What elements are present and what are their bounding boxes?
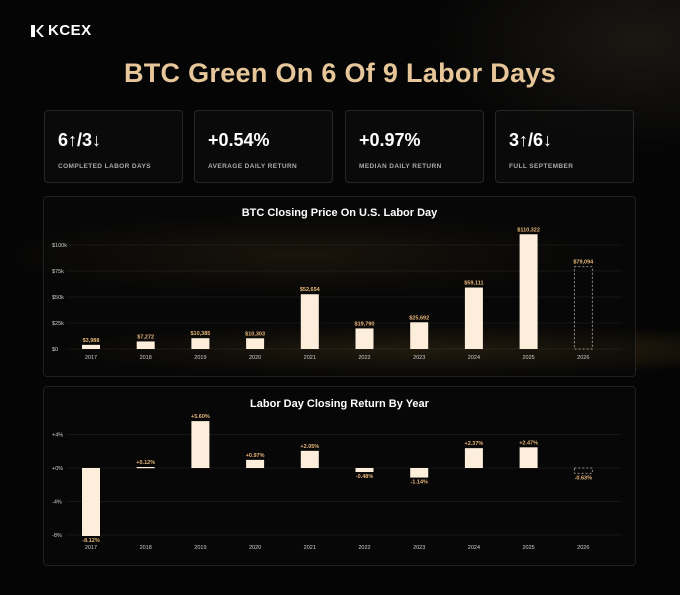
data-label: $10,385 xyxy=(190,331,210,337)
x-tick-label: 2019 xyxy=(194,545,206,551)
bar xyxy=(519,447,538,468)
x-tick-label: 2024 xyxy=(468,355,480,361)
x-tick-label: 2021 xyxy=(304,545,316,551)
x-tick-label: 2020 xyxy=(249,545,261,551)
x-tick-label: 2018 xyxy=(140,545,152,551)
data-label: +2.37% xyxy=(464,441,483,447)
bar xyxy=(355,468,374,473)
stat-value: +0.97% xyxy=(359,130,421,150)
y-tick-label: +0% xyxy=(52,466,63,472)
stat-card-average: +0.54% AVERAGE DAILY RETURN xyxy=(194,110,333,183)
bar xyxy=(246,338,265,349)
x-tick-label: 2021 xyxy=(304,355,316,361)
data-label: $79,094 xyxy=(573,260,594,266)
data-label: $59,111 xyxy=(464,281,483,287)
bar xyxy=(136,341,155,349)
data-label: $52,654 xyxy=(300,287,321,293)
data-label: $3,988 xyxy=(83,338,100,344)
y-tick-label: -4% xyxy=(52,500,62,506)
data-label: -8.12% xyxy=(82,538,100,544)
data-label: -1.14% xyxy=(410,480,428,486)
data-label: $7,272 xyxy=(137,334,154,340)
bar xyxy=(573,266,593,350)
data-label: +0.97% xyxy=(246,453,265,459)
x-tick-label: 2022 xyxy=(358,355,370,361)
bar xyxy=(82,468,100,537)
stat-value: +0.54% xyxy=(208,130,270,150)
y-tick-label: $100k xyxy=(52,243,67,249)
stat-label: COMPLETED LABOR DAYS xyxy=(58,163,151,170)
bar xyxy=(464,287,483,349)
x-tick-label: 2025 xyxy=(522,355,534,361)
data-label: $110,322 xyxy=(517,227,540,233)
page-title: BTC Green On 6 Of 9 Labor Days xyxy=(123,58,557,88)
bar xyxy=(246,459,265,468)
data-label: +0.12% xyxy=(136,460,155,466)
data-label: +2.47% xyxy=(519,440,538,446)
stat-label: MEDIAN DAILY RETURN xyxy=(359,163,442,170)
x-tick-label: 2020 xyxy=(249,355,261,361)
y-tick-label: -8% xyxy=(52,533,62,539)
x-tick-label: 2024 xyxy=(468,545,480,551)
data-label: +2.05% xyxy=(300,444,319,450)
stat-card-september: 3↑/6↓ FULL SEPTEMBER xyxy=(495,110,634,183)
x-tick-label: 2019 xyxy=(194,355,206,361)
data-label: $19,790 xyxy=(355,321,375,327)
x-tick-label: 2025 xyxy=(522,545,534,551)
x-tick-label: 2017 xyxy=(85,545,97,551)
bar xyxy=(573,467,593,474)
stat-card-completed: 6↑/3↓ COMPLETED LABOR DAYS xyxy=(44,110,183,183)
y-tick-label: $0 xyxy=(52,347,58,353)
data-label: -0.63% xyxy=(575,475,593,481)
x-tick-label: 2023 xyxy=(413,355,425,361)
data-label: -0.48% xyxy=(356,474,374,480)
x-tick-label: 2023 xyxy=(413,545,425,551)
kcex-k-logo-icon xyxy=(31,24,44,37)
brand-name: KCEX xyxy=(48,22,92,39)
y-tick-label: $75k xyxy=(52,269,64,275)
x-tick-label: 2026 xyxy=(577,545,589,551)
return-chart: +4% +0% -4% -8% -8.12%2017 +0.12% 2018 +5.60% 20… xyxy=(52,414,622,551)
y-tick-label: $50k xyxy=(52,295,64,301)
return-chart-title: Labor Day Closing Return By Year xyxy=(250,398,429,410)
bar xyxy=(410,322,429,349)
bar xyxy=(300,450,319,468)
y-tick-label: +4% xyxy=(52,433,63,439)
x-tick-label: 2022 xyxy=(358,545,370,551)
brand-logo: KCEX xyxy=(30,22,92,39)
bar xyxy=(191,338,210,349)
y-tick-label: $25k xyxy=(52,321,64,327)
bar xyxy=(464,448,483,468)
stat-label: FULL SEPTEMBER xyxy=(509,163,574,170)
stat-value: 3↑/6↓ xyxy=(509,130,553,150)
bar xyxy=(410,468,429,478)
stat-card-median: +0.97% MEDIAN DAILY RETURN xyxy=(345,110,484,183)
price-chart-panel: BTC Closing Price On U.S. Labor Day $0 $2… xyxy=(43,196,636,377)
bar xyxy=(191,421,210,468)
x-tick-label: 2026 xyxy=(577,355,589,361)
price-chart-title: BTC Closing Price On U.S. Labor Day xyxy=(241,207,438,219)
x-tick-label: 2018 xyxy=(140,355,152,361)
stat-value: 6↑/3↓ xyxy=(58,130,102,150)
price-chart: $0 $25k $50k $75k $100k $3,988 2017 $7,272 2018 $… xyxy=(52,227,622,361)
bar xyxy=(355,328,374,349)
data-label: +5.60% xyxy=(191,414,210,420)
bar xyxy=(136,466,155,469)
return-chart-panel: Labor Day Closing Return By Year +4% +0% -… xyxy=(43,386,636,566)
bar xyxy=(519,234,538,349)
data-label: $25,692 xyxy=(409,315,429,321)
bar xyxy=(300,294,319,349)
data-label: $10,303 xyxy=(245,331,265,337)
bar xyxy=(82,344,100,349)
x-tick-label: 2017 xyxy=(85,355,97,361)
stat-label: AVERAGE DAILY RETURN xyxy=(208,163,298,170)
